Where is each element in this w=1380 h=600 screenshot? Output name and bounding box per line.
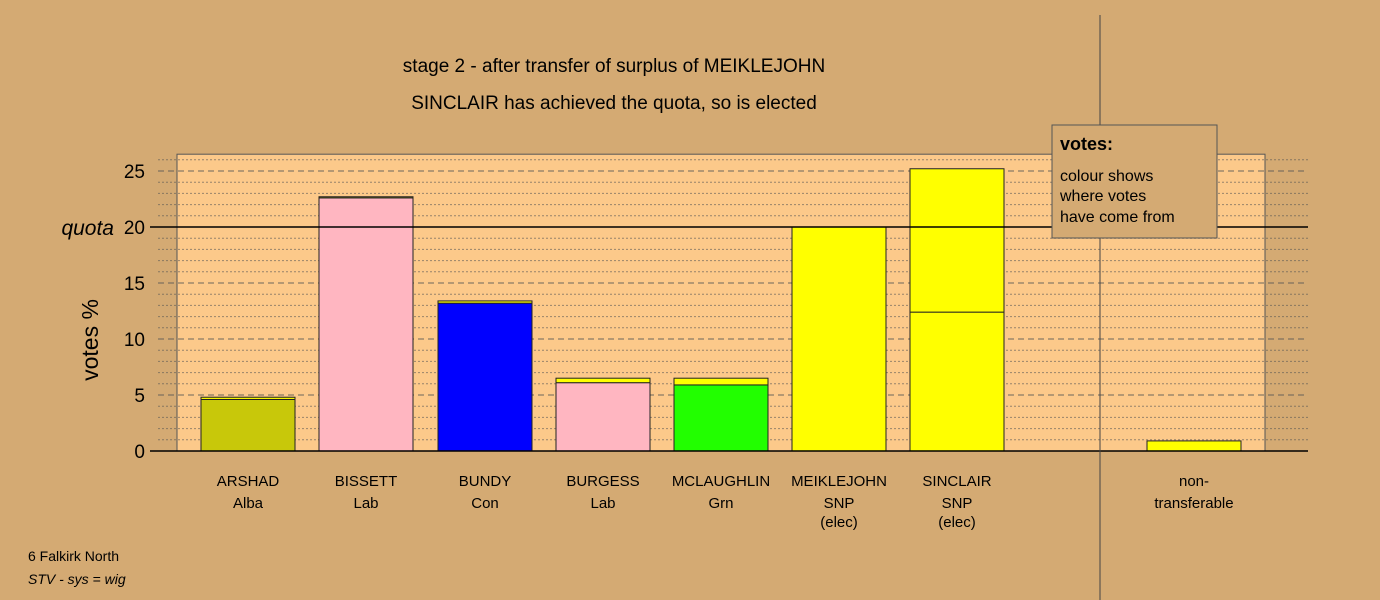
y-tick-label: 10	[124, 330, 145, 351]
candidate-status: (elec)	[938, 514, 976, 531]
candidate-party: Con	[471, 495, 499, 512]
y-tick-label: 25	[124, 162, 145, 183]
bar-segment	[909, 168, 1005, 313]
candidate-party: Lab	[590, 495, 615, 512]
y-tick-label: 0	[134, 442, 145, 463]
candidate-name: MCLAUGHLIN	[672, 473, 770, 490]
nontransferable-label: transferable	[1154, 495, 1233, 512]
candidate-party: Alba	[233, 495, 264, 512]
candidate-name: MEIKLEJOHN	[791, 473, 887, 490]
candidate-party: Lab	[353, 495, 378, 512]
bar-segment	[200, 398, 296, 452]
y-axis-label: votes %	[77, 299, 103, 381]
candidate-party: Grn	[708, 495, 733, 512]
candidate-party: SNP	[942, 495, 973, 512]
footer-constituency: 6 Falkirk North	[28, 548, 119, 564]
footer-system: STV - sys = wig	[28, 571, 126, 587]
bar-segment	[318, 196, 414, 199]
chart-subtitle: SINCLAIR has achieved the quota, so is e…	[411, 93, 817, 114]
bars	[200, 168, 1242, 452]
legend-line: colour shows	[1060, 168, 1153, 185]
bar-segment	[673, 384, 769, 452]
bar-segment	[555, 382, 651, 452]
y-tick-label: 20	[124, 218, 145, 239]
legend-line: have come from	[1060, 209, 1175, 226]
legend-line: where votes	[1059, 188, 1146, 205]
y-tick-label: 15	[124, 274, 145, 295]
candidate-name: BISSETT	[335, 473, 398, 490]
candidate-status: (elec)	[820, 514, 858, 531]
chart-title: stage 2 - after transfer of surplus of M…	[403, 56, 825, 77]
candidate-name: SINCLAIR	[922, 473, 991, 490]
nontransferable-label: non-	[1179, 473, 1209, 490]
candidate-name: ARSHAD	[217, 473, 280, 490]
candidate-labels: ARSHAD Alba BISSETT Lab BUNDY Con BURGESS Lab MC…	[217, 473, 1234, 531]
bar-segment	[555, 377, 651, 384]
y-tick-label: 5	[134, 386, 145, 407]
candidate-party: SNP	[824, 495, 855, 512]
bar-segment	[437, 302, 533, 452]
bar-segment	[791, 226, 887, 452]
legend: votes: colour shows where votes have com…	[1051, 124, 1218, 239]
candidate-name: BUNDY	[459, 473, 512, 490]
candidate-name: BURGESS	[566, 473, 639, 490]
bar-segment	[318, 197, 414, 452]
bar-segment	[909, 311, 1005, 452]
bar-segment	[437, 300, 533, 304]
bar-segment	[200, 396, 296, 400]
nontransferable-bar	[1146, 440, 1242, 452]
bar-segment	[673, 377, 769, 386]
legend-box	[1051, 124, 1218, 239]
quota-label: quota	[61, 217, 114, 240]
legend-title: votes:	[1060, 134, 1113, 154]
